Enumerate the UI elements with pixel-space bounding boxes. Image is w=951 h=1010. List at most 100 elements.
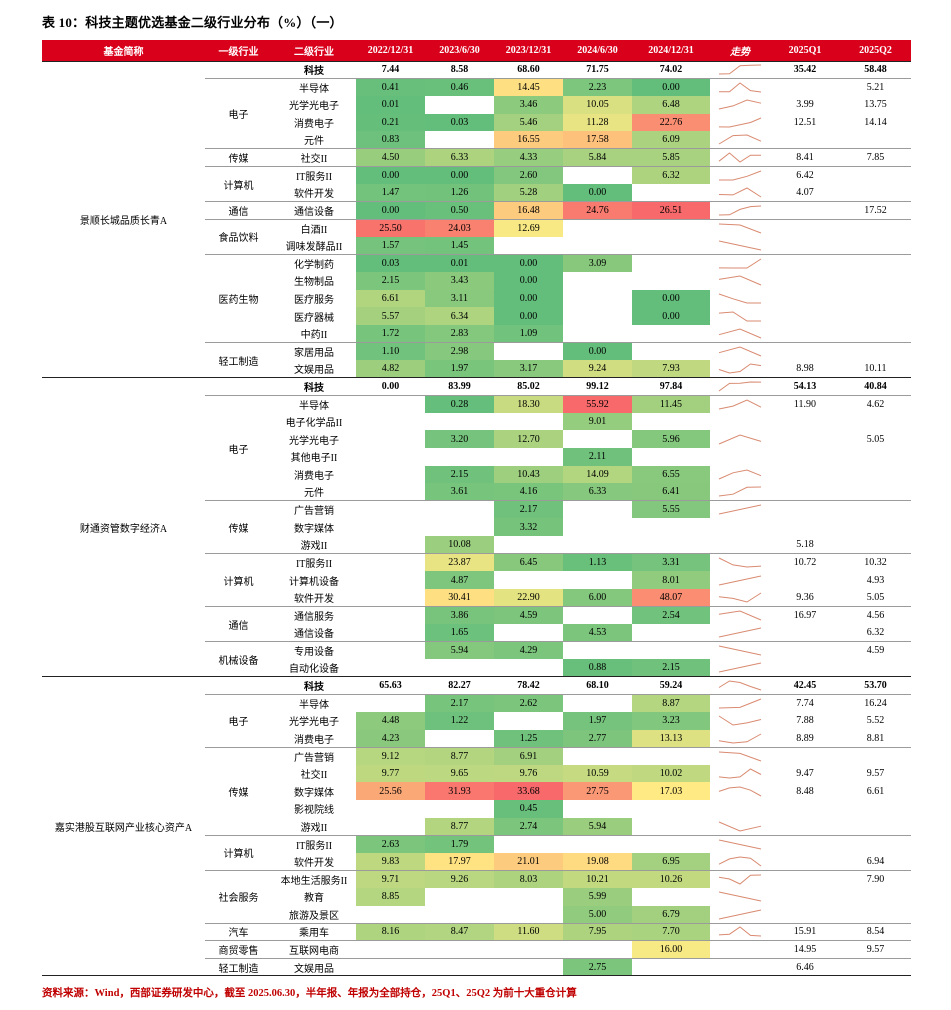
subindustry-cell: 计算机设备 <box>289 576 339 588</box>
value-cell: 4.48 <box>356 711 425 730</box>
industry-cell: 电子 <box>205 394 272 501</box>
value-cell: 2.62 <box>494 693 563 712</box>
q2-cell: 10.32 <box>840 553 911 572</box>
q2-cell: 6.94 <box>866 855 885 867</box>
value-cell: 68.10 <box>563 676 632 695</box>
q2-cell <box>840 290 911 308</box>
q2-cell: 17.52 <box>840 201 911 220</box>
trend-cell <box>710 290 770 308</box>
value-cell: 10.08 <box>425 536 494 554</box>
q2-cell <box>840 746 911 765</box>
column-header-1: 一级行业 <box>218 46 259 58</box>
value-cell <box>356 413 425 431</box>
value-cell <box>494 624 563 642</box>
subindustry-cell: 家居用品 <box>272 342 356 361</box>
table-row: 传媒 广告营销 2.17 5.55 <box>42 500 911 554</box>
value-cell <box>425 448 494 466</box>
q1-cell: 10.72 <box>770 553 840 572</box>
table-row: 文娱用品 4.82 1.97 3.17 9.24 7.93 8.98 10.11 <box>42 360 911 378</box>
value-cell: 1.57 <box>356 236 425 255</box>
q2-cell <box>840 957 911 976</box>
trend-cell <box>710 114 770 132</box>
q2-cell: 10.11 <box>864 363 887 375</box>
value-cell: 0.00 <box>494 307 563 325</box>
q2-cell <box>840 834 911 853</box>
trend-sparkline <box>718 187 762 198</box>
trend-sparkline <box>719 82 762 93</box>
value-cell: 2.23 <box>563 78 632 97</box>
industry-cell: 机械设备 <box>205 641 272 677</box>
q1-cell: 3.99 <box>796 99 814 111</box>
table-row: 商贸零售 互联网电商 16.00 14.95 9.57 <box>42 940 911 959</box>
value-cell <box>494 659 563 677</box>
trend-sparkline <box>718 434 762 445</box>
value-cell: 3.46 <box>494 96 563 114</box>
value-cell: 0.01 <box>425 254 494 273</box>
q1-cell: 8.48 <box>796 785 814 797</box>
subindustry-cell: 数字媒体 <box>294 523 334 535</box>
value-cell: 78.42 <box>494 676 563 695</box>
value-cell <box>563 237 632 255</box>
value-cell <box>356 800 425 818</box>
value-cell: 2.15 <box>632 659 710 677</box>
value-cell <box>356 394 425 413</box>
value-cell: 3.31 <box>632 553 710 572</box>
q2-cell: 58.48 <box>840 60 911 79</box>
trend-cell <box>710 78 770 97</box>
value-cell: 8.85 <box>356 887 425 906</box>
value-cell: 3.32 <box>494 518 563 537</box>
value-cell: 68.60 <box>494 60 563 79</box>
value-cell <box>356 518 425 536</box>
value-cell <box>356 940 425 959</box>
value-cell: 1.47 <box>356 184 425 202</box>
subindustry-cell: 化学制药 <box>272 254 356 273</box>
q2-cell <box>840 184 911 202</box>
value-cell <box>494 888 563 906</box>
tech-total-label: 科技 <box>272 676 356 695</box>
trend-cell <box>710 834 770 853</box>
value-cell: 17.97 <box>425 852 494 871</box>
trend-sparkline <box>718 399 762 410</box>
table-row: 通信设备 1.65 4.53 6.32 <box>42 624 911 642</box>
value-cell <box>356 448 425 466</box>
q2-cell: 4.59 <box>840 641 911 660</box>
subindustry-cell: 医疗器械 <box>294 312 334 324</box>
value-cell: 6.61 <box>356 289 425 308</box>
value-cell: 4.23 <box>356 729 425 748</box>
subindustry-cell: 消费电子 <box>294 470 334 482</box>
value-cell: 23.87 <box>425 553 494 572</box>
table-row: 数字媒体 3.32 <box>42 518 911 537</box>
value-cell: 7.93 <box>632 360 710 378</box>
value-cell <box>563 800 632 818</box>
value-cell: 2.17 <box>425 693 494 712</box>
value-cell: 7.70 <box>632 922 710 941</box>
trend-sparkline <box>718 575 762 586</box>
q2-cell: 5.05 <box>866 433 885 445</box>
q2-cell <box>840 218 911 237</box>
trend-cell <box>710 148 770 167</box>
trend-sparkline <box>718 768 762 779</box>
value-cell: 2.11 <box>563 448 632 466</box>
industry-cell <box>205 60 272 79</box>
value-cell <box>425 96 494 114</box>
industry-cell: 商贸零售 <box>205 940 272 959</box>
q2-cell: 4.62 <box>840 394 911 413</box>
value-cell: 9.76 <box>494 764 563 783</box>
value-cell <box>563 834 632 853</box>
value-cell: 1.25 <box>494 729 563 748</box>
value-cell: 14.45 <box>494 78 563 97</box>
value-cell: 5.85 <box>632 148 710 167</box>
q2-cell <box>840 800 911 818</box>
value-cell: 6.48 <box>632 96 710 114</box>
trend-cell <box>710 237 770 255</box>
subindustry-cell: 电子化学品II <box>285 418 343 430</box>
value-cell: 3.43 <box>425 272 494 290</box>
value-cell <box>494 834 563 853</box>
value-cell: 9.24 <box>563 360 632 378</box>
subindustry-cell: 广告营销 <box>272 746 356 765</box>
table-row: 医疗服务 6.61 3.11 0.00 0.00 <box>42 289 911 308</box>
value-cell: 99.12 <box>563 377 632 396</box>
q1-cell <box>770 342 840 361</box>
subindustry-cell: 消费电子 <box>294 119 334 131</box>
table-row: 电子 半导体 0.41 0.46 14.45 2.23 0.00 5.21 <box>42 78 911 149</box>
